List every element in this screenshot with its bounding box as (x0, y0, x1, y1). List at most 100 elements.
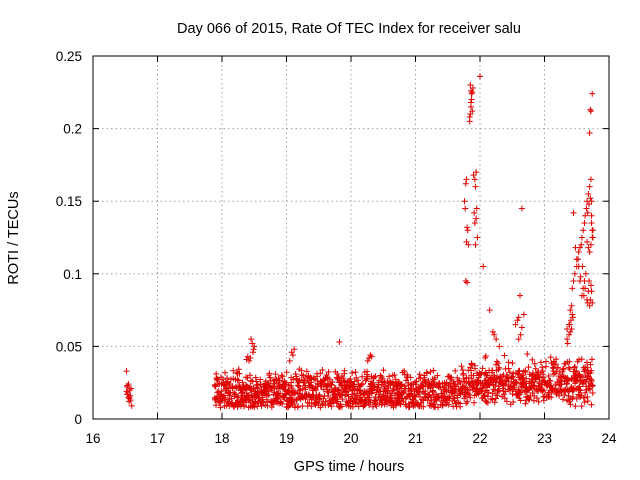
data-point (588, 402, 594, 408)
data-point (490, 329, 496, 335)
data-point (578, 242, 584, 248)
data-point (279, 372, 285, 378)
x-tick-label: 20 (343, 431, 358, 446)
data-point (567, 329, 573, 335)
data-point (473, 216, 479, 222)
data-point (589, 91, 595, 97)
data-point (380, 367, 386, 373)
data-point (579, 235, 585, 241)
data-point (571, 210, 577, 216)
data-point (577, 278, 583, 284)
data-point (417, 371, 423, 377)
data-point (548, 354, 554, 360)
data-point (480, 264, 486, 270)
data-point (579, 403, 585, 409)
data-point (585, 398, 591, 404)
data-point (574, 256, 580, 262)
data-point (569, 303, 575, 309)
data-point (463, 278, 469, 284)
data-point (588, 176, 594, 182)
data-point (590, 390, 596, 396)
grid-lines (93, 56, 609, 419)
data-point (538, 359, 544, 365)
x-axis-label: GPS time / hours (294, 459, 404, 475)
x-tick-label: 17 (150, 431, 165, 446)
data-point (587, 249, 593, 255)
data-point (371, 374, 377, 380)
data-point (472, 220, 478, 226)
data-point (588, 108, 594, 114)
data-point (349, 370, 355, 376)
data-point (543, 364, 549, 370)
data-point (250, 349, 256, 355)
data-point (460, 371, 466, 377)
data-point (290, 352, 296, 358)
chart-title: Day 066 of 2015, Rate Of TEC Index for r… (177, 21, 521, 37)
data-point (589, 356, 595, 362)
y-tick-labels: 00.050.10.150.20.25 (56, 49, 82, 427)
data-point (539, 364, 545, 370)
data-point (506, 359, 512, 365)
y-tick-label: 0 (74, 412, 82, 427)
data-point (464, 280, 470, 286)
data-point (299, 403, 305, 409)
data-point (284, 369, 290, 375)
y-tick-label: 0.15 (56, 194, 82, 209)
data-point (273, 371, 279, 377)
data-point (566, 365, 572, 371)
data-point (452, 368, 458, 374)
roti-chart: Day 066 of 2015, Rate Of TEC Index for r… (0, 0, 640, 480)
data-point (583, 271, 589, 277)
data-point (463, 176, 469, 182)
data-point (462, 205, 468, 211)
y-tick-label: 0.1 (63, 267, 82, 282)
data-point (365, 358, 371, 364)
data-point (222, 370, 228, 376)
x-tick-label: 21 (408, 431, 423, 446)
data-point (124, 388, 130, 394)
data-point (589, 288, 595, 294)
x-tick-label: 19 (279, 431, 294, 446)
x-tick-label: 18 (214, 431, 229, 446)
data-point (580, 227, 586, 233)
data-point (533, 366, 539, 372)
data-point (578, 274, 584, 280)
data-point (464, 224, 470, 230)
data-point (572, 271, 578, 277)
data-point (408, 375, 414, 381)
data-point (587, 184, 593, 190)
data-point (483, 399, 489, 405)
data-point (506, 365, 512, 371)
data-point (522, 401, 528, 407)
data-point (459, 363, 465, 369)
data-point (509, 360, 515, 366)
data-point (584, 239, 590, 245)
data-point (565, 340, 571, 346)
data-point (519, 205, 525, 211)
data-point (471, 400, 477, 406)
data-point (582, 399, 588, 405)
data-point (501, 353, 507, 359)
data-point (336, 339, 342, 345)
data-point (124, 368, 130, 374)
data-point (386, 373, 392, 379)
data-point (572, 245, 578, 251)
data-point (287, 358, 293, 364)
y-tick-label: 0.25 (56, 49, 82, 64)
data-point (477, 73, 483, 79)
data-point (589, 213, 595, 219)
data-point (269, 404, 275, 410)
data-point (469, 91, 475, 97)
data-point (576, 249, 582, 255)
data-point (472, 242, 478, 248)
data-point (494, 359, 500, 365)
data-point (516, 314, 522, 320)
data-point (462, 198, 468, 204)
data-point (480, 365, 486, 371)
data-point (352, 369, 358, 375)
x-tick-label: 24 (601, 431, 617, 446)
data-point (517, 293, 523, 299)
data-point (474, 235, 480, 241)
data-point (460, 367, 466, 373)
data-point (589, 220, 595, 226)
